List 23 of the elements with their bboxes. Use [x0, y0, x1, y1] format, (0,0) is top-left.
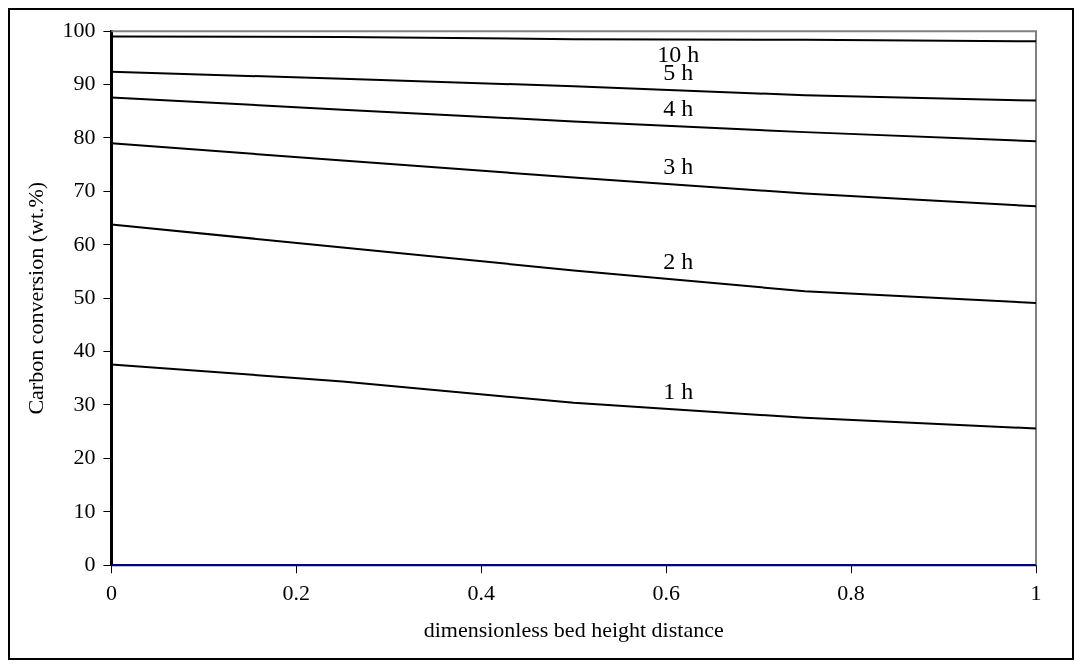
x-tick-label: 1: [1030, 580, 1042, 606]
series-label: 1 h: [663, 378, 694, 405]
series-label: 3 h: [663, 153, 694, 180]
x-axis-title: dimensionless bed height distance: [423, 616, 724, 642]
y-tick-label: 50: [73, 283, 96, 309]
x-tick-label: 0.4: [467, 580, 495, 606]
y-tick-label: 60: [73, 230, 96, 256]
x-tick-label: 0: [105, 580, 117, 606]
x-tick-label: 0.6: [652, 580, 680, 606]
x-tick-label: 0.8: [837, 580, 865, 606]
series-label: 4 h: [663, 95, 694, 122]
x-tick-label: 0.2: [282, 580, 311, 606]
y-tick-label: 30: [73, 390, 96, 416]
y-tick-label: 20: [73, 444, 96, 470]
y-tick-label: 0: [84, 550, 96, 576]
y-tick-label: 40: [73, 337, 96, 363]
y-tick-label: 10: [73, 497, 96, 523]
y-axis-title: Carbon conversion (wt.%): [22, 181, 48, 415]
y-tick-label: 70: [73, 177, 96, 203]
y-tick-label: 90: [73, 70, 96, 96]
y-tick-label: 80: [73, 123, 96, 149]
y-tick-label: 100: [62, 16, 96, 42]
series-label: 2 h: [663, 248, 694, 275]
